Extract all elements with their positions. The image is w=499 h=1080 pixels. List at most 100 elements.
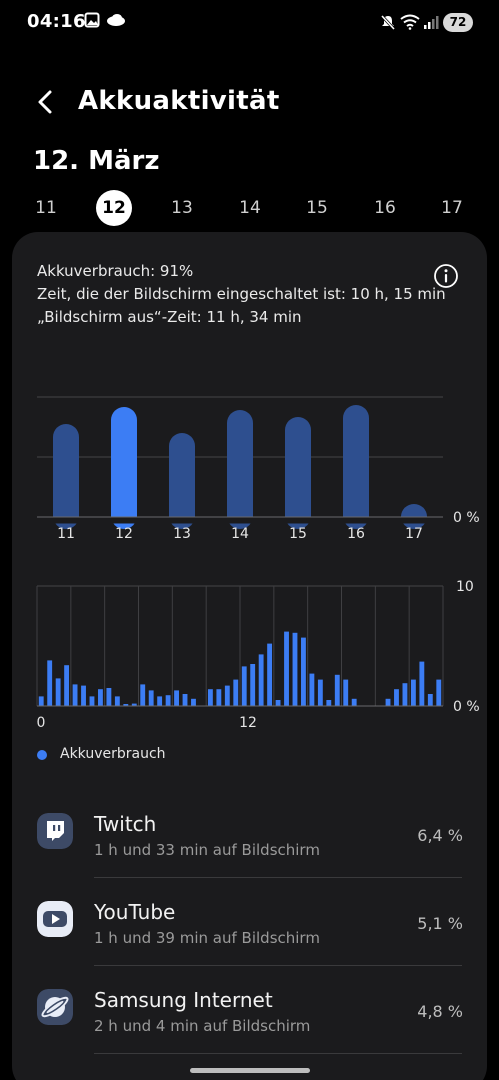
hourly-bar xyxy=(343,679,349,706)
info-icon[interactable] xyxy=(433,263,459,289)
day-item-16[interactable]: 16 xyxy=(374,198,396,218)
hourly-bar xyxy=(182,694,188,706)
hourly-bar xyxy=(385,698,391,706)
date-title: 12. März xyxy=(33,146,160,176)
day-item-13[interactable]: 13 xyxy=(171,198,193,218)
daily-tick-label: 17 xyxy=(405,526,423,542)
daily-bar xyxy=(227,410,253,529)
daily-bar xyxy=(285,417,311,529)
daily-tick-label: 16 xyxy=(347,526,365,542)
cloud-icon xyxy=(107,14,125,26)
status-bar: 04:16 72 xyxy=(0,0,499,46)
status-time: 04:16 xyxy=(27,11,86,32)
hourly-bar xyxy=(233,679,239,706)
hourly-bar xyxy=(309,673,315,706)
mute-icon xyxy=(380,14,396,30)
day-item-15[interactable]: 15 xyxy=(306,198,328,218)
daily-tick-label: 15 xyxy=(289,526,307,542)
app-percent: 5,1 % xyxy=(417,914,463,933)
hourly-bar xyxy=(148,690,154,706)
hourly-bar xyxy=(284,631,289,706)
youtube-icon xyxy=(37,901,73,937)
app-row-twitch[interactable]: Twitch 1 h und 33 min auf Bildschirm 6,4… xyxy=(12,788,487,876)
gallery-icon xyxy=(84,12,100,28)
day-item-12[interactable]: 12 xyxy=(96,190,132,226)
day-selector: 11 12 13 14 15 16 17 xyxy=(12,190,487,226)
hourly-bar xyxy=(72,684,78,706)
divider xyxy=(94,965,462,966)
hourly-bar xyxy=(351,698,357,706)
app-screen-time: 2 h und 4 min auf Bildschirm xyxy=(94,1017,311,1035)
hourly-bar xyxy=(106,688,112,706)
hourly-bar xyxy=(114,696,120,706)
app-name: Twitch xyxy=(94,812,157,836)
signal-icon xyxy=(424,16,439,29)
screen-on-time: Zeit, die der Bildschirm eingeschaltet i… xyxy=(37,285,446,303)
hourly-bar xyxy=(89,696,95,706)
app-row-youtube[interactable]: YouTube 1 h und 39 min auf Bildschirm 5,… xyxy=(12,876,487,964)
hourly-bar xyxy=(258,654,264,706)
legend-label: Akkuverbrauch xyxy=(60,746,166,762)
hourly-bar xyxy=(131,703,137,706)
hourly-bar xyxy=(55,678,61,706)
app-percent: 6,4 % xyxy=(417,826,463,845)
daily-tick-label: 14 xyxy=(231,526,249,542)
daily-y-label: 0 % xyxy=(453,510,480,526)
hourly-bar xyxy=(334,674,340,706)
daily-bar xyxy=(343,405,369,529)
hourly-bar xyxy=(224,685,230,706)
hourly-bar xyxy=(427,694,433,706)
app-screen-time: 1 h und 33 min auf Bildschirm xyxy=(94,841,320,859)
hourly-y-max-label: 10 xyxy=(456,579,474,595)
hourly-bar xyxy=(326,700,332,706)
hourly-tick-label: 0 xyxy=(37,715,46,731)
hourly-bar xyxy=(174,690,179,706)
app-row-samsung-internet[interactable]: Samsung Internet 2 h und 4 min auf Bilds… xyxy=(12,964,487,1052)
daily-tick-label: 13 xyxy=(173,526,191,542)
hourly-bar xyxy=(157,696,163,706)
app-name: YouTube xyxy=(94,900,176,924)
hourly-bar xyxy=(394,689,399,706)
daily-bar xyxy=(53,424,79,529)
hourly-bar xyxy=(419,661,425,706)
hourly-tick-label: 12 xyxy=(239,715,257,731)
daily-tick-label: 12 xyxy=(115,526,133,542)
day-item-11[interactable]: 11 xyxy=(35,198,57,218)
legend-swatch xyxy=(37,750,47,760)
page-title: Akkuaktivität xyxy=(78,86,280,116)
hourly-bar xyxy=(402,683,408,706)
hourly-bar xyxy=(216,689,222,706)
hourly-bar xyxy=(123,704,129,706)
hourly-bar xyxy=(250,664,256,706)
daily-tick-label: 11 xyxy=(57,526,75,542)
twitch-icon xyxy=(37,813,73,849)
battery-indicator: 72 xyxy=(443,13,473,32)
hourly-bar xyxy=(81,685,86,706)
screen-off-time: „Bildschirm aus“-Zeit: 11 h, 34 min xyxy=(37,308,302,326)
hourly-bar xyxy=(317,679,323,706)
wifi-icon xyxy=(400,14,420,30)
hourly-bar xyxy=(410,679,416,706)
hourly-bar xyxy=(207,689,213,706)
day-item-17[interactable]: 17 xyxy=(441,198,463,218)
hourly-bar xyxy=(267,643,273,706)
samsung-internet-icon xyxy=(37,989,73,1025)
back-button[interactable] xyxy=(30,86,62,118)
hourly-bar xyxy=(47,660,53,706)
app-name: Samsung Internet xyxy=(94,988,273,1012)
hourly-bar xyxy=(301,637,306,706)
hourly-bar xyxy=(191,698,196,706)
hourly-y-min-label: 0 % xyxy=(453,699,480,715)
divider xyxy=(94,1053,462,1054)
daily-bar xyxy=(111,407,137,529)
home-indicator[interactable] xyxy=(190,1068,310,1073)
baseline-mask xyxy=(35,517,445,524)
day-item-14[interactable]: 14 xyxy=(239,198,261,218)
usage-summary: Akkuverbrauch: 91% Zeit, die der Bildsch… xyxy=(37,260,446,329)
hourly-bar xyxy=(241,666,247,706)
app-screen-time: 1 h und 39 min auf Bildschirm xyxy=(94,929,320,947)
battery-charts: 11 12 13 14 15 16 17 0 % 0 12 10 0 % xyxy=(35,396,480,731)
hourly-bar xyxy=(165,695,171,706)
hourly-bar xyxy=(64,665,70,706)
hourly-bar xyxy=(38,696,44,706)
